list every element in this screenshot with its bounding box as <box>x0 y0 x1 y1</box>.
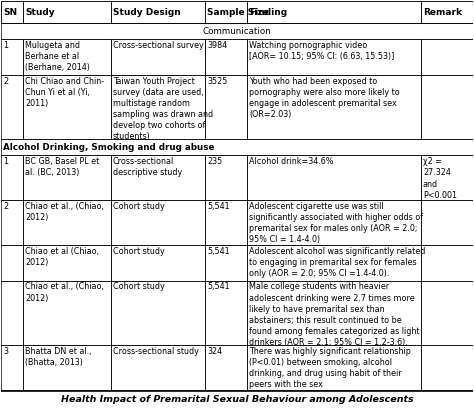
Bar <box>205 75 247 139</box>
Bar <box>247 345 421 390</box>
Text: 2: 2 <box>3 77 9 86</box>
Bar <box>421 200 473 245</box>
Bar <box>1 1 473 23</box>
Bar <box>205 280 247 345</box>
Bar <box>23 155 111 200</box>
Text: 1: 1 <box>3 157 9 166</box>
Text: 3: 3 <box>3 347 9 356</box>
Text: Study: Study <box>25 8 55 17</box>
Bar <box>23 1 111 23</box>
Text: Adolescent alcohol was significantly related
to engaging in premarital sex for f: Adolescent alcohol was significantly rel… <box>249 247 425 278</box>
Bar <box>111 245 205 280</box>
Text: Watching pornographic video
[AOR= 10.15; 95% CI: (6.63, 15.53)]: Watching pornographic video [AOR= 10.15;… <box>249 41 394 61</box>
Bar <box>111 280 205 345</box>
Bar <box>247 75 421 139</box>
Text: Bhatta DN et al.,
(Bhatta, 2013): Bhatta DN et al., (Bhatta, 2013) <box>25 347 92 367</box>
Text: Taiwan Youth Project
survey (data are used,
multistage random
sampling was drawn: Taiwan Youth Project survey (data are us… <box>113 77 213 141</box>
Text: Cohort study: Cohort study <box>113 202 164 211</box>
Bar <box>1 23 473 39</box>
Bar <box>421 75 473 139</box>
Text: Chi Chiao and Chin-
Chun Yi et al (Yi,
2011): Chi Chiao and Chin- Chun Yi et al (Yi, 2… <box>25 77 104 108</box>
Bar <box>111 39 205 75</box>
Text: 5,541: 5,541 <box>207 282 230 292</box>
Bar <box>421 245 473 280</box>
Bar <box>421 39 473 75</box>
Text: Youth who had been exposed to
pornography were also more likely to
engage in ado: Youth who had been exposed to pornograph… <box>249 77 400 119</box>
Bar <box>1 39 23 75</box>
Bar <box>1 1 23 23</box>
Bar <box>205 200 247 245</box>
Bar <box>1 245 23 280</box>
Bar <box>205 39 247 75</box>
Text: Mulugeta and
Berhane et al
(Berhane, 2014): Mulugeta and Berhane et al (Berhane, 201… <box>25 41 90 72</box>
Bar <box>1 280 23 345</box>
Text: Chiao et al., (Chiao,
2012): Chiao et al., (Chiao, 2012) <box>25 282 104 302</box>
Text: 5,541: 5,541 <box>207 202 230 211</box>
Bar <box>421 1 473 23</box>
Bar <box>23 200 111 245</box>
Bar <box>421 155 473 200</box>
Text: Cohort study: Cohort study <box>113 282 164 292</box>
Bar <box>205 155 247 200</box>
Bar <box>205 345 247 390</box>
Bar <box>23 75 111 139</box>
Text: Alcohol drink=34.6%: Alcohol drink=34.6% <box>249 157 333 166</box>
Text: Communication: Communication <box>202 27 272 36</box>
Bar <box>111 75 205 139</box>
Bar <box>247 245 421 280</box>
Bar <box>23 245 111 280</box>
Text: Cross-sectional
descriptive study: Cross-sectional descriptive study <box>113 157 182 178</box>
Text: 324: 324 <box>207 347 222 356</box>
Bar <box>111 200 205 245</box>
Text: Chiao et al (Chiao,
2012): Chiao et al (Chiao, 2012) <box>25 247 99 267</box>
Text: 5,541: 5,541 <box>207 247 230 256</box>
Text: Finding: Finding <box>249 8 287 17</box>
Bar <box>205 1 247 23</box>
Text: SN: SN <box>3 8 18 17</box>
Bar <box>247 200 421 245</box>
Bar <box>1 200 23 245</box>
Text: 3525: 3525 <box>207 77 228 86</box>
Bar <box>23 345 111 390</box>
Text: Adolescent cigarette use was still
significantly associated with higher odds of
: Adolescent cigarette use was still signi… <box>249 202 423 244</box>
Text: 235: 235 <box>207 157 222 166</box>
Bar <box>421 280 473 345</box>
Bar <box>247 1 421 23</box>
Text: Sample Size: Sample Size <box>207 8 269 17</box>
Bar <box>23 39 111 75</box>
Bar <box>205 245 247 280</box>
Text: Cross-sectional survey: Cross-sectional survey <box>113 41 203 50</box>
Bar <box>23 280 111 345</box>
Text: Cohort study: Cohort study <box>113 247 164 256</box>
Bar <box>247 280 421 345</box>
Bar <box>111 345 205 390</box>
Bar <box>1 155 23 200</box>
Text: 3984: 3984 <box>207 41 228 50</box>
Bar <box>1 345 23 390</box>
Text: Chiao et al., (Chiao,
2012): Chiao et al., (Chiao, 2012) <box>25 202 104 222</box>
Bar <box>247 39 421 75</box>
Text: Remark: Remark <box>423 8 462 17</box>
Text: 2: 2 <box>3 202 9 211</box>
Bar <box>111 1 205 23</box>
Bar <box>111 155 205 200</box>
Text: BC GB, Basel PL et
al. (BC, 2013): BC GB, Basel PL et al. (BC, 2013) <box>25 157 100 178</box>
Bar <box>1 75 23 139</box>
Text: Cross-sectional study: Cross-sectional study <box>113 347 199 356</box>
Text: Alcohol Drinking, Smoking and drug abuse: Alcohol Drinking, Smoking and drug abuse <box>3 143 215 152</box>
Text: 1: 1 <box>3 41 9 50</box>
Bar <box>1 139 473 155</box>
Text: There was highly significant relationship
(P<0.01) between smoking, alcohol
drin: There was highly significant relationshi… <box>249 347 411 389</box>
Text: Study Design: Study Design <box>113 8 181 17</box>
Text: χ2 =
27.324
and
P<0.001: χ2 = 27.324 and P<0.001 <box>423 157 457 200</box>
Bar <box>421 345 473 390</box>
Text: Male college students with heavier
adolescent drinking were 2.7 times more
likel: Male college students with heavier adole… <box>249 282 419 347</box>
Bar <box>247 155 421 200</box>
Text: Health Impact of Premarital Sexual Behaviour among Adolescents: Health Impact of Premarital Sexual Behav… <box>61 395 413 404</box>
